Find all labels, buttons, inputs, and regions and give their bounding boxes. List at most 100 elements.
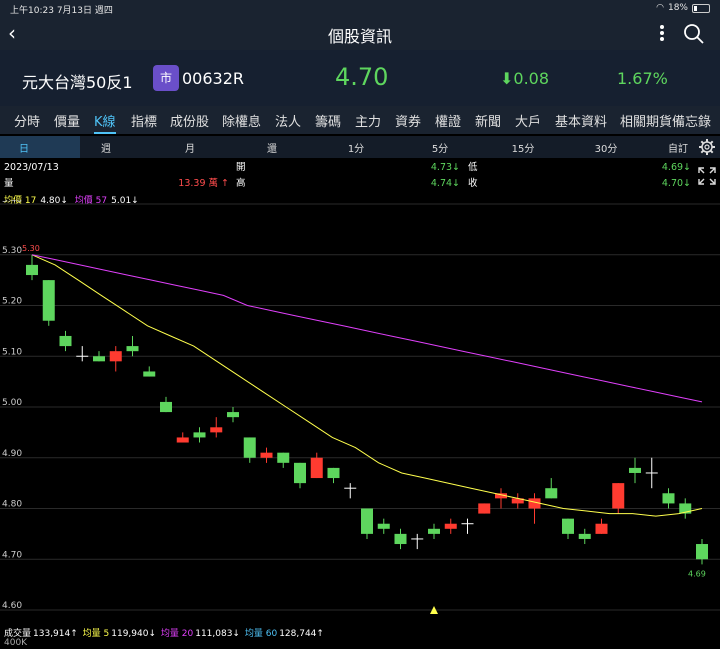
high-label: 5.30 xyxy=(22,244,40,253)
ma-legend: 均價 17 4.80↓ 均價 57 5.01↓ xyxy=(4,193,143,206)
candle-body xyxy=(478,503,491,514)
y-tick-label: 4.60 xyxy=(2,601,22,611)
period-5[interactable]: 5分 xyxy=(431,144,449,155)
tab-14[interactable]: 相關期貨 xyxy=(620,115,673,130)
candle-body xyxy=(193,432,206,438)
candle-body xyxy=(361,508,373,534)
candle-body xyxy=(26,264,38,276)
volume-ma5-value: 119,940↓ xyxy=(111,629,157,639)
price-change: ⬇0.08 xyxy=(500,69,550,88)
ohlc-info-panel: 2023/07/13 量 13.39 萬 ↑ 開 4.73↓ 高 4.74↓ 低… xyxy=(0,160,695,192)
info-date: 2023/07/13 xyxy=(4,162,59,173)
volume-ma5-label: 均量 5 xyxy=(82,629,110,639)
period-1[interactable]: 週 xyxy=(101,144,111,155)
status-time: 上午10:23 7月13日 週四 xyxy=(10,6,113,16)
tab-1[interactable]: 價量 xyxy=(54,115,81,130)
info-volume-label: 量 xyxy=(4,178,14,189)
status-bar: 上午10:23 7月13日 週四 ◠ 18% xyxy=(0,0,720,18)
candle-body xyxy=(377,523,390,529)
y-tick-label: 5.20 xyxy=(2,297,22,307)
candlestick-chart[interactable]: 4.60 4.70 4.80 4.90 5.00 5.10 5.20 5.30 5.40 5.30… xyxy=(0,200,720,620)
market-badge: 市 xyxy=(153,65,179,91)
tab-5[interactable]: 除權息 xyxy=(222,115,262,130)
period-bar: 自訂 日 週 月 還 1分 5分 15分 30分 xyxy=(0,136,720,158)
candle-body xyxy=(59,335,72,347)
tab-8[interactable]: 主力 xyxy=(355,115,382,130)
tab-10[interactable]: 權證 xyxy=(435,115,462,130)
gear-icon[interactable] xyxy=(698,138,716,156)
candle-body xyxy=(578,533,591,539)
tab-7[interactable]: 籌碼 xyxy=(315,115,342,130)
candle-body xyxy=(310,457,323,479)
volume-legend: 成交量 133,914↑ 均量 5 119,940↓ 均量 20 111,083↓ 均… xyxy=(4,626,326,639)
period-7[interactable]: 30分 xyxy=(594,144,618,155)
search-icon[interactable] xyxy=(683,23,705,45)
candle-body xyxy=(495,493,507,499)
info-low-label: 低 xyxy=(468,162,478,173)
volume-ma20-label: 均量 20 xyxy=(160,629,194,639)
tab-15[interactable]: 備忘錄 xyxy=(672,115,712,130)
candle-body xyxy=(143,371,156,377)
tab-12[interactable]: 大戶 xyxy=(515,115,542,130)
info-high-value: 4.74↓ xyxy=(430,178,460,189)
tab-13[interactable]: 基本資料 xyxy=(555,115,608,130)
tab-6[interactable]: 法人 xyxy=(275,115,302,130)
volume-total-label: 成交量 xyxy=(4,629,32,639)
volume-ma60-value: 128,744↑ xyxy=(279,629,324,639)
candle-body xyxy=(210,427,223,433)
candle-body xyxy=(176,437,189,443)
candle-body xyxy=(679,503,692,514)
candle-body xyxy=(327,467,340,479)
page-title: 個股資訊 xyxy=(327,27,392,46)
price-change-percent: 1.67% xyxy=(617,69,668,88)
battery-percent: 18% xyxy=(667,3,688,13)
tab-bar: 分時 價量 K線 指標 成份股 除權息 法人 籌碼 主力 資券 權證 新聞 大戶 基本資料 相關期貨 備忘錄 xyxy=(0,106,720,134)
candle-body xyxy=(662,493,675,504)
candle-body xyxy=(243,437,256,458)
custom-period-button[interactable]: 自訂 xyxy=(668,144,688,155)
back-arrow-icon[interactable]: ‹ xyxy=(8,21,16,45)
tab-2[interactable]: K線 xyxy=(94,111,116,134)
more-icon[interactable] xyxy=(656,23,668,43)
stock-name: 元大台灣50反1 xyxy=(22,73,133,92)
candle-body xyxy=(260,452,273,458)
candle-body xyxy=(126,346,139,352)
ma17-label: 均價 17 xyxy=(4,196,37,206)
volume-ma60-label: 均量 60 xyxy=(244,629,278,639)
tab-9[interactable]: 資券 xyxy=(395,115,422,130)
info-high-label: 高 xyxy=(236,178,246,189)
y-tick-label: 4.80 xyxy=(2,500,22,510)
wifi-icon: ◠ xyxy=(656,3,664,13)
period-6[interactable]: 15分 xyxy=(511,144,535,155)
info-low-value: 4.69↓ xyxy=(661,162,691,173)
tab-4[interactable]: 成份股 xyxy=(170,115,210,130)
stock-code: 00632R xyxy=(182,69,245,88)
candle-body xyxy=(42,280,55,321)
period-3[interactable]: 還 xyxy=(267,144,277,155)
volume-total-value: 133,914↑ xyxy=(33,629,78,639)
candle-body xyxy=(595,523,608,534)
candle-body xyxy=(428,528,440,534)
battery-icon xyxy=(692,3,710,13)
period-active-highlight xyxy=(0,136,80,158)
candle-body xyxy=(545,488,558,499)
candle-body xyxy=(227,412,239,418)
info-volume-value: 13.39 萬 ↑ xyxy=(178,178,229,189)
ma17-value: 4.80↓ xyxy=(40,196,68,206)
candle-body xyxy=(511,498,524,504)
ma57-value: 5.01↓ xyxy=(111,196,139,206)
low-label: 4.69 xyxy=(688,569,706,578)
tab-3[interactable]: 指標 xyxy=(131,115,158,130)
candle-body xyxy=(444,523,457,529)
volume-ma20-value: 111,083↓ xyxy=(195,629,240,639)
period-4[interactable]: 1分 xyxy=(347,144,365,155)
candle-body xyxy=(277,452,290,463)
tab-11[interactable]: 新聞 xyxy=(475,115,502,130)
period-0[interactable]: 日 xyxy=(19,144,29,155)
period-2[interactable]: 月 xyxy=(185,144,195,155)
y-tick-label: 5.10 xyxy=(2,347,22,357)
expand-icon[interactable] xyxy=(698,167,716,185)
marker-triangle xyxy=(430,606,438,614)
y-tick-label: 5.40 xyxy=(2,200,22,205)
tab-0[interactable]: 分時 xyxy=(14,115,41,130)
